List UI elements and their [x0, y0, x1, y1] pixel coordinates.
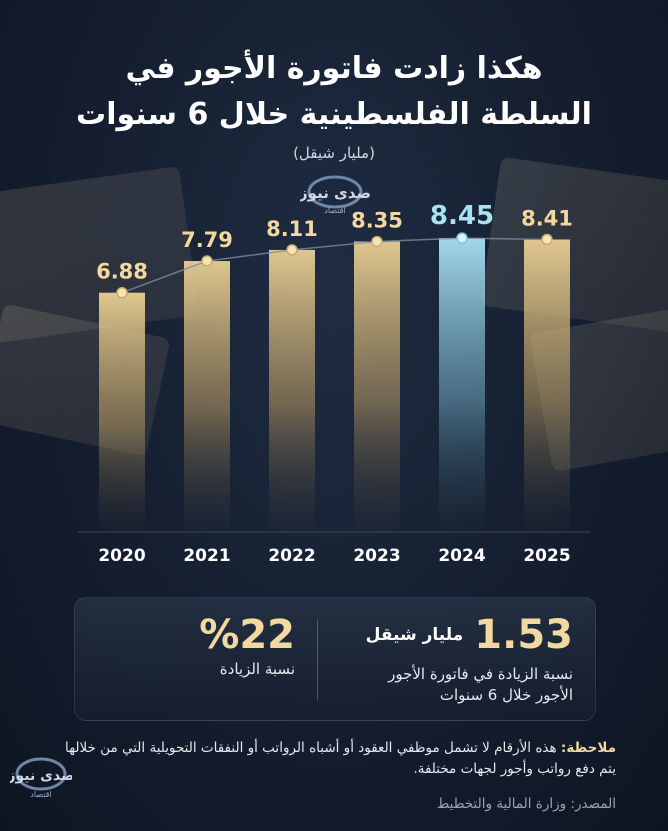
x-tick-2023: 2023 — [353, 546, 400, 566]
brand-logo-text: صدى نيوز — [300, 184, 370, 202]
x-tick-2025: 2025 — [523, 546, 570, 566]
increase-percent-block: %22 نسبة الزيادة — [155, 612, 295, 678]
stats-panel: 1.53 مليار شيقل نسبة الزيادة في فاتورة ا… — [74, 597, 596, 721]
x-tick-2021: 2021 — [183, 546, 230, 566]
stats-divider — [317, 620, 318, 700]
footnote-label: ملاحظة: — [560, 740, 616, 756]
increase-amount-unit: مليار شيقل — [365, 625, 464, 645]
value-label-2025: 8.41 — [521, 206, 573, 230]
x-tick-2024: 2024 — [438, 546, 485, 566]
footnote: ملاحظة: هذه الأرقام لا تشمل موظفي العقود… — [56, 738, 616, 780]
brand-logo-bottom-sub: اقتصاد — [30, 790, 51, 799]
bar-2023 — [354, 241, 400, 532]
bar-2020 — [99, 292, 145, 532]
x-tick-2020: 2020 — [98, 546, 145, 566]
page-title: هكذا زادت فاتورة الأجور في السلطة الفلسط… — [0, 46, 668, 138]
increase-percent-value: %22 — [199, 612, 295, 658]
point-2021 — [201, 255, 213, 267]
value-label-2020: 6.88 — [96, 260, 148, 284]
brand-logo-sub: اقتصاد — [324, 206, 345, 215]
brand-logo-bottom: صدى نيوز اقتصاد — [10, 757, 72, 799]
value-label-2024: 8.45 — [430, 201, 494, 231]
footnote-text: هذه الأرقام لا تشمل موظفي العقود أو أشبا… — [65, 740, 616, 777]
bar-2025 — [524, 239, 570, 532]
bar-2021 — [184, 261, 230, 532]
bar-2024 — [439, 238, 485, 532]
increase-amount-desc-line-1: نسبة الزيادة في فاتورة الأجور — [388, 665, 573, 683]
point-2022 — [286, 244, 298, 256]
trend-line — [121, 237, 548, 294]
title-line-2: السلطة الفلسطينية خلال 6 سنوات — [76, 97, 592, 132]
point-2024 — [456, 232, 468, 244]
title-line-1: هكذا زادت فاتورة الأجور في — [125, 51, 543, 86]
brand-logo: صدى نيوز اقتصاد — [300, 175, 370, 215]
increase-amount-block: 1.53 مليار شيقل نسبة الزيادة في فاتورة ا… — [313, 612, 573, 706]
unit-subtitle: (مليار شيقل) — [293, 144, 375, 162]
source-credit: المصدر: وزارة المالية والتخطيط — [436, 796, 616, 812]
x-tick-2022: 2022 — [268, 546, 315, 566]
point-2025 — [541, 233, 553, 246]
increase-amount-value: 1.53 — [474, 612, 573, 658]
point-2023 — [371, 235, 383, 248]
point-2020 — [116, 286, 128, 299]
increase-amount-desc-line-2: الأجور خلال 6 سنوات — [439, 686, 573, 704]
value-label-2023: 8.35 — [351, 209, 403, 233]
wage-bill-bar-chart: 6.88 7.79 8.11 8.35 8.45 8.41 2020 2021 2022 202… — [78, 201, 590, 566]
bar-2022 — [269, 249, 315, 533]
brand-logo-bottom-text: صدى نيوز — [10, 768, 72, 784]
increase-amount-desc: نسبة الزيادة في فاتورة الأجور الأجور خلا… — [313, 664, 573, 706]
value-label-2022: 8.11 — [266, 217, 318, 241]
value-label-2021: 7.79 — [181, 228, 233, 252]
increase-percent-desc: نسبة الزيادة — [219, 660, 295, 678]
